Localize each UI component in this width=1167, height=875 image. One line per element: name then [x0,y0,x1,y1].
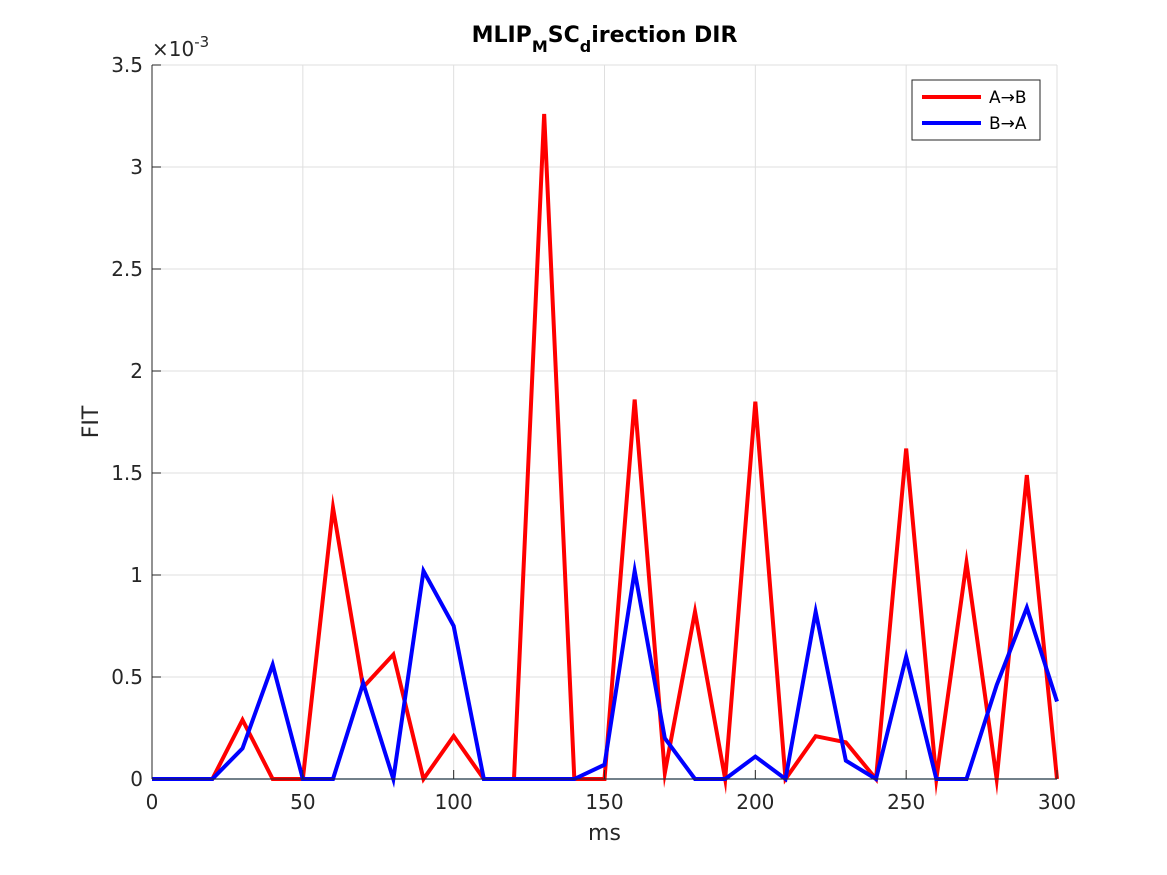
tick-labels: 0 50 100 150 200 250 300 0 0.5 1 1.5 2 2.5 3 3.5 [111,53,1076,814]
legend-box [911,79,1041,141]
x-axis-label: ms [588,821,621,846]
y-tick-label: 1.5 [111,461,143,485]
x-tick-label: 50 [290,790,315,814]
title-sub-2: d [580,37,591,56]
chart-title: MLIPMSCdirection DIR [472,23,738,56]
title-mid: SC [548,23,580,48]
y-tick-label: 1 [130,563,143,587]
legend-label: B→A [989,114,1027,134]
y-tick-label: 3 [130,155,143,179]
x-tick-label: 100 [435,790,473,814]
title-main: MLIP [472,23,532,48]
title-tail: irection DIR [591,23,737,48]
y-tick-label: 0.5 [111,665,143,689]
x-tick-label: 200 [736,790,774,814]
legend: A→B B→A [911,79,1041,141]
axes [151,64,1058,780]
y-axis-label: FIT [79,405,104,438]
y-tick-label: 2.5 [111,257,143,281]
title-sub-1: M [532,37,548,56]
x-tick-label: 300 [1038,790,1076,814]
y-axis-exponent: ×10-3 [152,33,209,61]
legend-label: A→B [989,88,1027,108]
x-tick-label: 150 [585,790,623,814]
x-tick-label: 0 [146,790,159,814]
y-tick-label: 3.5 [111,53,143,77]
x-tick-label: 250 [887,790,925,814]
y-tick-label: 2 [130,359,143,383]
y-tick-label: 0 [130,767,143,791]
